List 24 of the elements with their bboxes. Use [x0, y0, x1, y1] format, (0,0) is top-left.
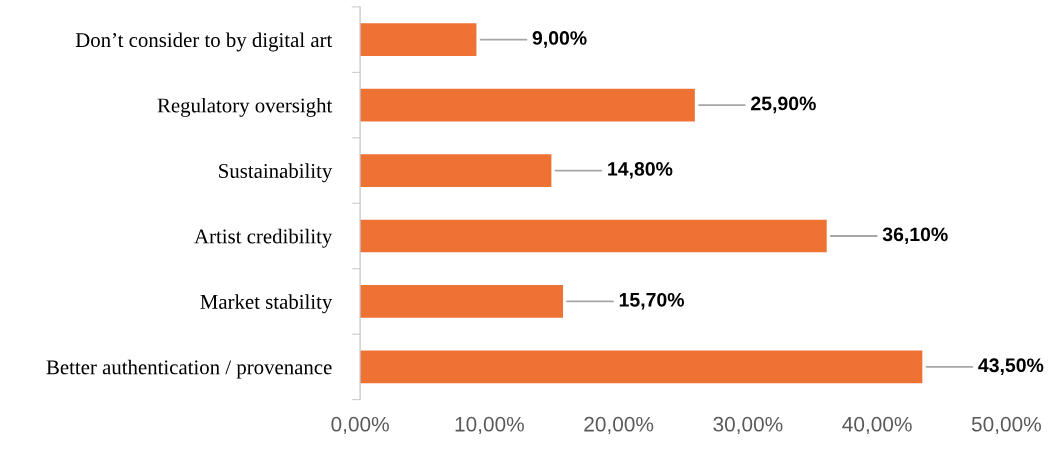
y-tick-label: Regulatory oversight: [157, 97, 333, 117]
data-label: 9,00%: [532, 31, 587, 48]
bar: [360, 285, 564, 318]
data-label: 25,90%: [751, 96, 816, 114]
data-label: 36,10%: [882, 227, 948, 245]
bar: [360, 350, 923, 384]
x-tick-label: 0,00%: [331, 416, 389, 435]
y-tick-label: Market stability: [200, 294, 333, 314]
data-label: 43,50%: [978, 358, 1044, 375]
bar: [360, 23, 477, 57]
bar: [360, 154, 552, 187]
data-label: 15,70%: [619, 292, 685, 310]
y-tick-label: Sustainability: [219, 163, 333, 183]
data-label: 14,80%: [608, 162, 673, 179]
y-tick-label: Don’t consider to by digital art: [75, 32, 333, 52]
bar: [360, 219, 827, 253]
y-tick-label: Better authentication / provenance: [46, 359, 332, 379]
x-tick-label: 30,00%: [713, 416, 783, 435]
x-tick-label: 10,00%: [455, 416, 524, 435]
x-tick-label: 50,00%: [971, 416, 1041, 435]
x-tick-label: 20,00%: [584, 416, 654, 435]
y-tick-label: Artist credibility: [194, 228, 333, 248]
x-tick-label: 40,00%: [842, 416, 912, 435]
bar: [360, 88, 695, 122]
